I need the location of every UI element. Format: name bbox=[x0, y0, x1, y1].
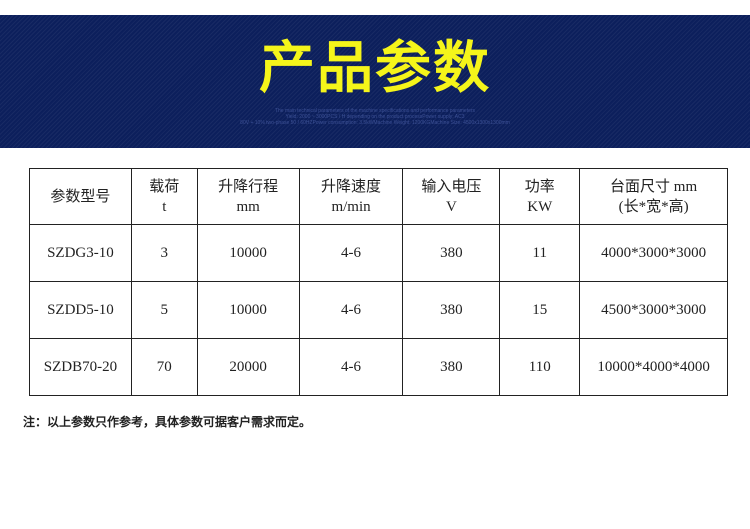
banner-subtitle: The main technical parameters of the mac… bbox=[0, 108, 750, 126]
footnote: 注：以上参数只作参考，具体参数可据客户需求而定。 bbox=[23, 415, 312, 429]
header-text: m/min bbox=[331, 198, 371, 215]
table-cell: 380 bbox=[402, 224, 501, 282]
page-title: 产品参数 bbox=[259, 36, 491, 101]
parameter-table: 参数型号 载荷 t 升降行程 mm 升降速度 m/min 输入电压 V 功率 KW 台面尺寸 mm (长… bbox=[29, 168, 728, 396]
header-text: 升降行程 bbox=[218, 178, 279, 195]
table-cell: 3 bbox=[130, 224, 198, 282]
table-cell: 4000*3000*3000 bbox=[579, 224, 728, 282]
header-text: 输入电压 bbox=[421, 178, 482, 195]
header-text: t bbox=[162, 198, 167, 215]
header-text: 载荷 bbox=[149, 178, 180, 195]
header-text: mm bbox=[236, 198, 260, 215]
table-cell: 10000 bbox=[196, 281, 300, 339]
column-header: 输入电压 V bbox=[402, 168, 501, 225]
column-header: 台面尺寸 mm (长*宽*高) bbox=[579, 168, 728, 225]
table-cell: 4-6 bbox=[298, 338, 404, 396]
header-text: V bbox=[445, 198, 457, 215]
header-row: 参数型号 载荷 t 升降行程 mm 升降速度 m/min 输入电压 V 功率 KW 台面尺寸 mm (长… bbox=[29, 168, 728, 225]
banner: 产品参数 The main technical parameters of th… bbox=[0, 15, 750, 148]
subtitle-line: The main technical parameters of the mac… bbox=[274, 108, 476, 114]
table-cell: 4500*3000*3000 bbox=[579, 281, 728, 339]
header-text: 升降速度 bbox=[321, 178, 382, 195]
table-cell: 70 bbox=[130, 338, 198, 396]
table-cell: 10000*4000*4000 bbox=[579, 338, 728, 396]
table-cell: 20000 bbox=[196, 338, 300, 396]
column-header: 升降行程 mm bbox=[196, 168, 300, 225]
table-cell: 110 bbox=[499, 338, 581, 396]
table-cell: SZDG3-10 bbox=[29, 224, 132, 282]
column-header: 参数型号 bbox=[29, 168, 132, 225]
table-cell: 380 bbox=[402, 281, 501, 339]
table-cell: 11 bbox=[499, 224, 581, 282]
table-cell: SZDB70-20 bbox=[29, 338, 132, 396]
table-cell: SZDD5-10 bbox=[29, 281, 132, 339]
table-cell: 5 bbox=[130, 281, 198, 339]
header-text: KW bbox=[527, 198, 553, 215]
table-row: SZDB70-20 70 20000 4-6 380 110 10000*4000*4000 bbox=[29, 338, 728, 396]
header-text: 台面尺寸 mm bbox=[610, 178, 698, 195]
column-header: 载荷 t bbox=[130, 168, 198, 225]
table-cell: 380 bbox=[402, 338, 501, 396]
subtitle-line: 80V + 10% two-phase 50 / 60HZPower consu… bbox=[240, 120, 510, 126]
header-text: (长*宽*高) bbox=[618, 198, 689, 215]
subtitle-line: Yield: 2000 ~ 3000PCS / H depending on t… bbox=[285, 114, 465, 120]
table-row: SZDG3-10 3 10000 4-6 380 11 4000*3000*3000 bbox=[29, 224, 728, 282]
table-cell: 10000 bbox=[196, 224, 300, 282]
table-cell: 4-6 bbox=[298, 281, 404, 339]
table-row: SZDD5-10 5 10000 4-6 380 15 4500*3000*3000 bbox=[29, 281, 728, 339]
header-text: 功率 bbox=[524, 178, 555, 195]
table-cell: 4-6 bbox=[298, 224, 404, 282]
table-cell: 15 bbox=[499, 281, 581, 339]
column-header: 功率 KW bbox=[499, 168, 581, 225]
column-header: 升降速度 m/min bbox=[298, 168, 404, 225]
header-text: 参数型号 bbox=[50, 188, 111, 205]
